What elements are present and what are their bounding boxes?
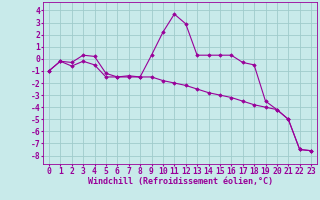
X-axis label: Windchill (Refroidissement éolien,°C): Windchill (Refroidissement éolien,°C) (87, 177, 273, 186)
